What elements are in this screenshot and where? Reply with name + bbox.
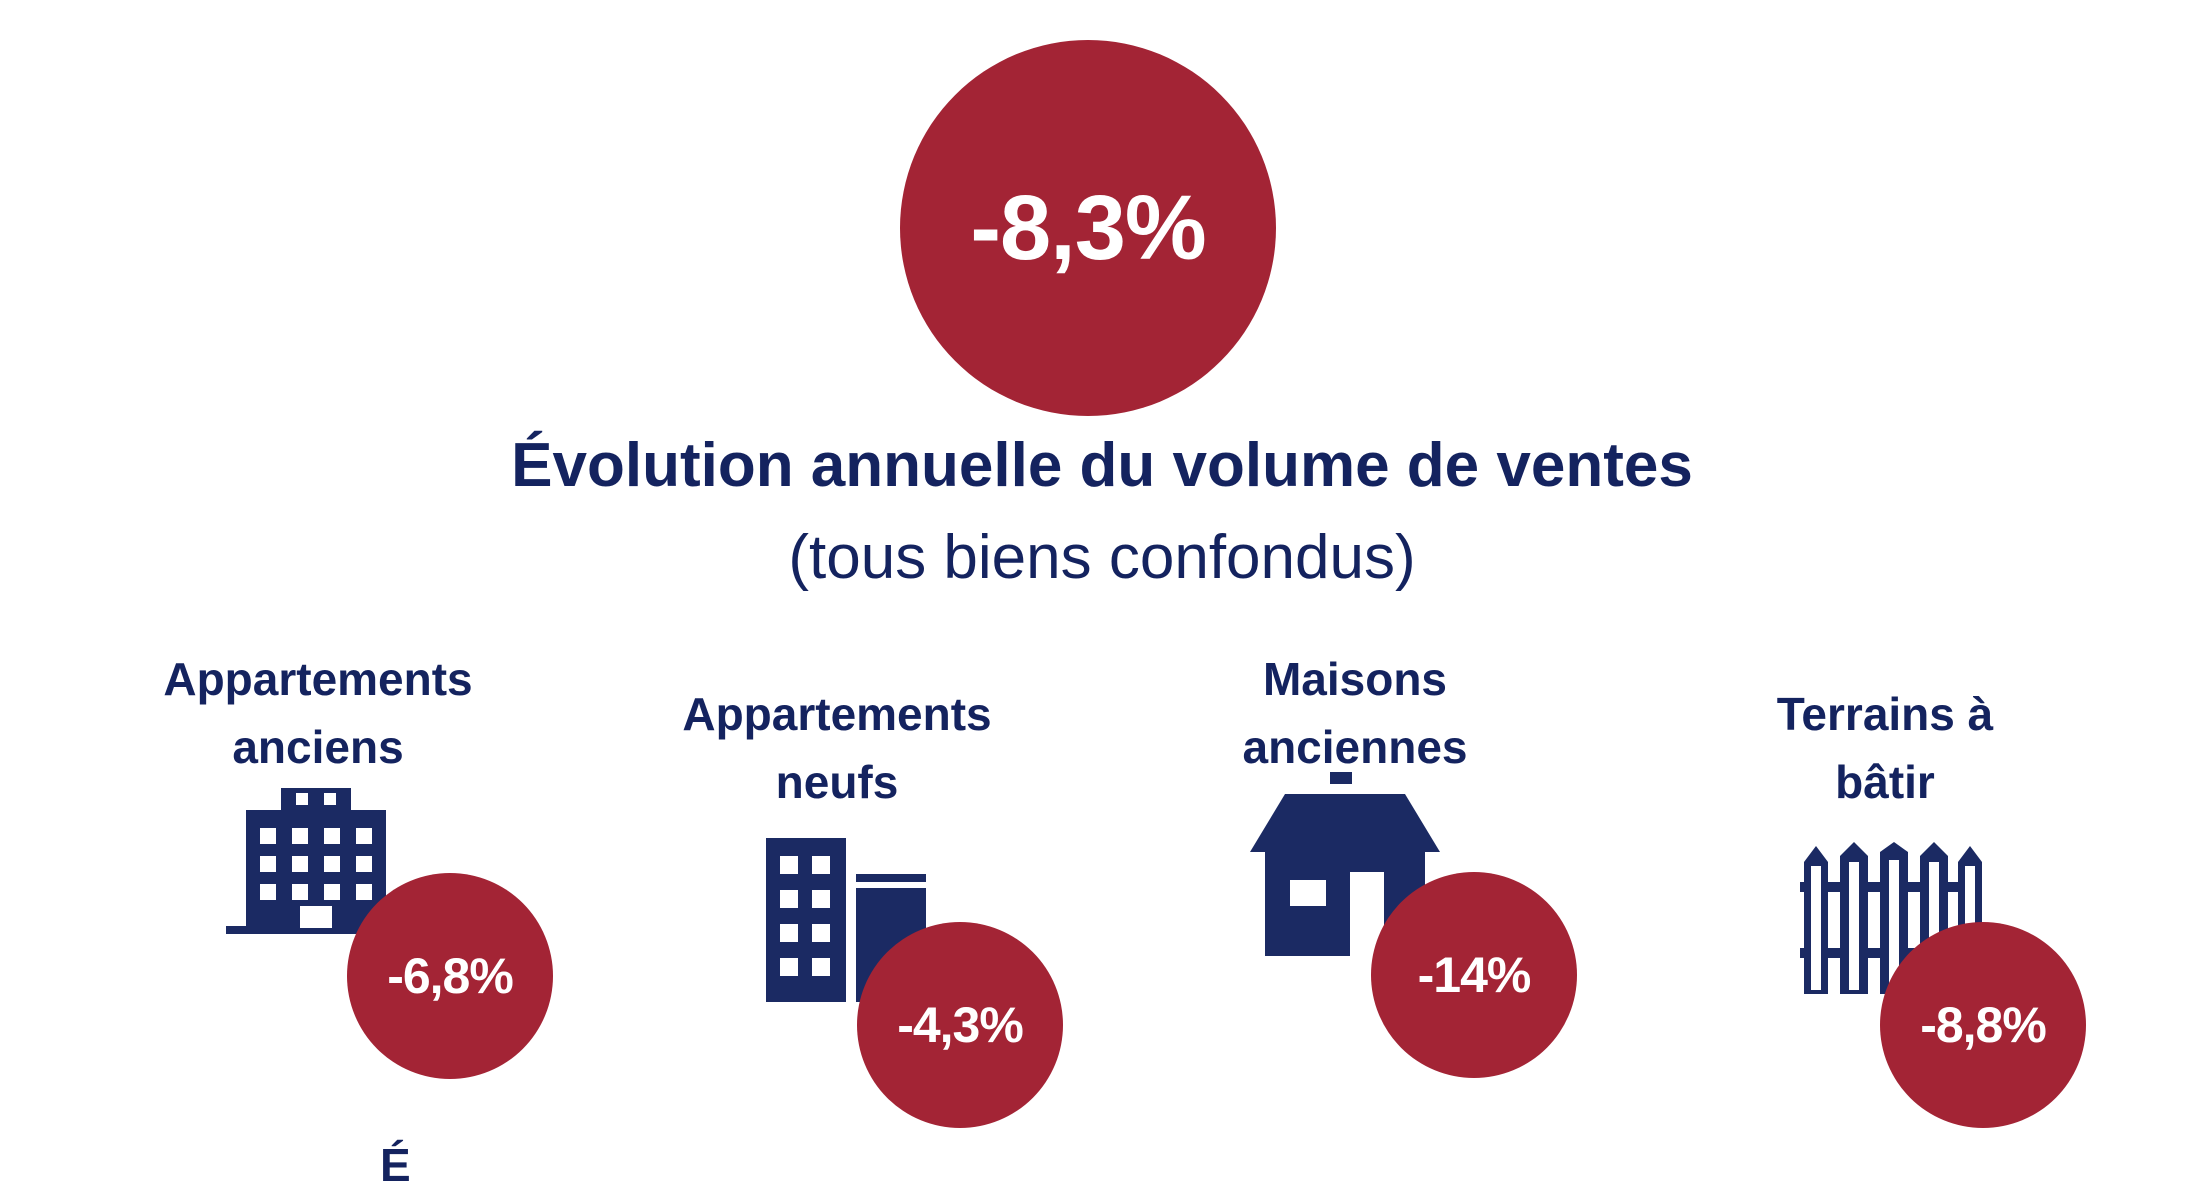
apartment-building-icon — [226, 788, 406, 934]
category-label-appartements-anciens: Appartements anciens — [163, 653, 473, 773]
page-subtitle: (tous biens confondus) — [788, 523, 1416, 592]
headline-value: -8,3% — [970, 176, 1206, 279]
category-value-circle-appartements-neufs: -4,3% — [857, 922, 1063, 1128]
category-label-appartements-neufs: Appartements neufs — [682, 688, 992, 808]
new-apartment-buildings-icon — [766, 838, 926, 1002]
headline-value-circle: -8,3% — [900, 40, 1276, 416]
category-label-maisons-anciennes: Maisons anciennes — [1242, 653, 1468, 773]
category-value-circle-terrains-a-batir: -8,8% — [1880, 922, 2086, 1128]
bottom-heading-fragment: É — [380, 1139, 411, 1191]
page-title: Évolution annuelle du volume de ventes — [511, 431, 1693, 500]
category-value-circle-maisons-anciennes: -14% — [1371, 872, 1577, 1078]
category-label-terrains-a-batir: Terrains à bâtir — [1776, 688, 1994, 808]
category-value-circle-appartements-anciens: -6,8% — [347, 873, 553, 1079]
